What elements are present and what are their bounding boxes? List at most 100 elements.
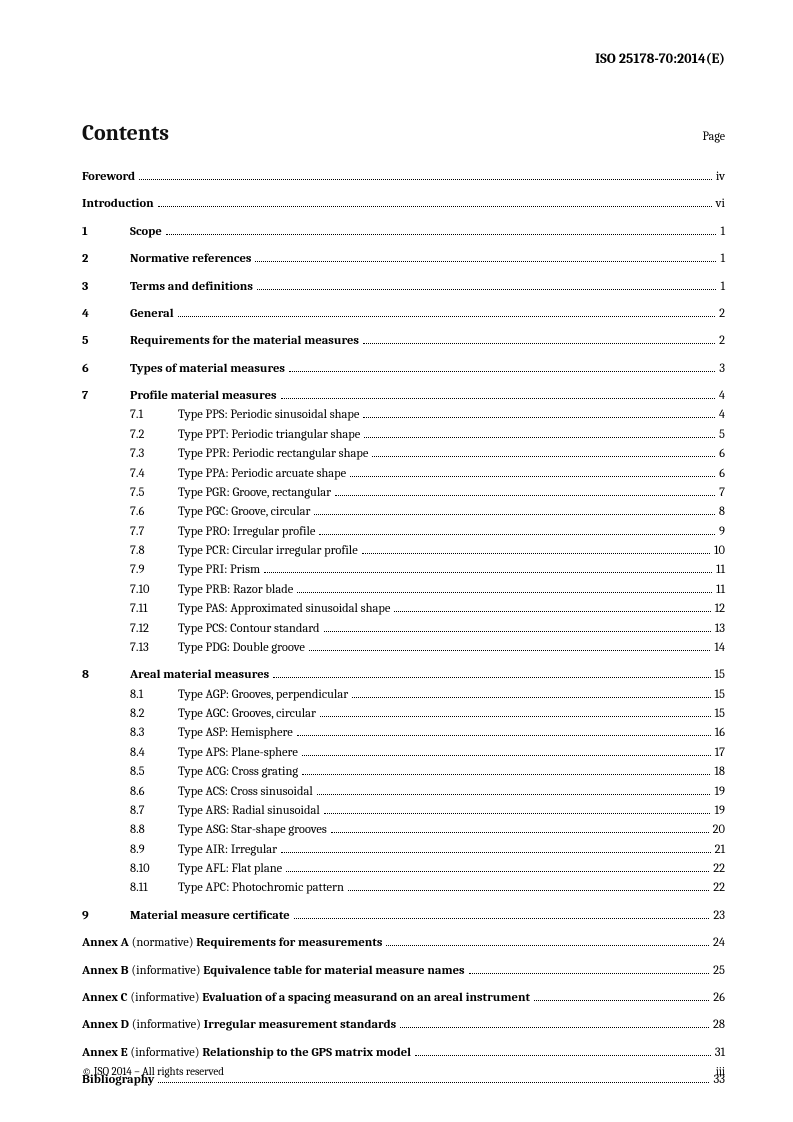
toc-section-number: 9 xyxy=(82,907,130,926)
leader xyxy=(534,1000,709,1001)
toc-subsection-row: 7.6Type PGC: Groove, circular8 xyxy=(82,503,725,522)
toc-page-number: 16 xyxy=(715,724,725,743)
leader xyxy=(386,945,709,946)
toc-section-number: 8 xyxy=(82,666,130,685)
toc-subsection-row: 7.3Type PPR: Periodic rectangular shape6 xyxy=(82,445,725,464)
toc-label: Type PCS: Contour standard xyxy=(178,620,320,639)
toc-subsection-number: 7.7 xyxy=(130,523,178,542)
toc-subsection-number: 7.6 xyxy=(130,503,178,522)
toc-page-number: iv xyxy=(716,168,725,187)
toc-subsection-number: 7.5 xyxy=(130,484,178,503)
toc-subsection-row: 7.5Type PGR: Groove, rectangular7 xyxy=(82,484,725,503)
toc-subsection-number: 7.3 xyxy=(130,445,178,464)
toc-subsection-row: 8.9Type AIR: Irregular21 xyxy=(82,841,725,860)
toc-page-number: 3 xyxy=(719,360,725,379)
toc-section-number: 1 xyxy=(82,223,130,242)
toc-section-number: 5 xyxy=(82,332,130,351)
toc-label: Type PGC: Groove, circular xyxy=(178,503,310,522)
leader xyxy=(294,918,710,919)
toc-page-number: 11 xyxy=(716,581,725,600)
leader xyxy=(158,1082,709,1083)
toc-subsection-row: 8.2Type AGC: Grooves, circular15 xyxy=(82,705,725,724)
document-id: ISO 25178-70:2014(E) xyxy=(595,50,725,67)
toc-page-number: 6 xyxy=(719,465,725,484)
leader xyxy=(335,495,715,496)
toc-label: Type PRO: Irregular profile xyxy=(178,523,315,542)
toc-page-number: vi xyxy=(716,195,725,214)
toc-label: Type PPS: Periodic sinusoidal shape xyxy=(178,406,359,425)
toc-page-number: 15 xyxy=(715,666,725,685)
toc-page-number: 26 xyxy=(713,989,725,1008)
leader xyxy=(352,697,710,698)
toc-page-number: 11 xyxy=(716,561,725,580)
footer-copyright: © ISO 2014 – All rights reserved xyxy=(82,1065,224,1078)
toc-label: Profile material measures xyxy=(130,387,277,406)
toc-subsection-row: 8.6Type ACS: Cross sinusoidal19 xyxy=(82,783,725,802)
toc-label: Areal material measures xyxy=(130,666,269,685)
leader xyxy=(363,417,714,418)
leader xyxy=(297,735,711,736)
toc-section-row: 2Normative references1 xyxy=(82,250,725,269)
toc-subsection-number: 8.4 xyxy=(130,744,178,763)
toc-label: Type PPA: Periodic arcuate shape xyxy=(178,465,346,484)
toc-label: Types of material measures xyxy=(130,360,285,379)
footer-page-number: iii xyxy=(716,1065,725,1078)
toc-subsection-row: 8.7Type ARS: Radial sinusoidal19 xyxy=(82,802,725,821)
toc-label: Type ACS: Cross sinusoidal xyxy=(178,783,313,802)
toc-subsection-number: 8.8 xyxy=(130,821,178,840)
toc-subsection-row: 7.4Type PPA: Periodic arcuate shape 6 xyxy=(82,465,725,484)
toc-page-number: 2 xyxy=(719,332,725,351)
toc-section-number: 3 xyxy=(82,278,130,297)
leader xyxy=(317,794,711,795)
toc-page-number: 13 xyxy=(715,620,725,639)
leader xyxy=(348,890,709,891)
toc-label: Foreword xyxy=(82,168,135,187)
toc-label: Type ARS: Radial sinusoidal xyxy=(178,802,320,821)
contents-title: Contents xyxy=(82,120,169,146)
leader xyxy=(314,514,714,515)
toc-subsection-row: 8.10Type AFL: Flat plane22 xyxy=(82,860,725,879)
toc-section-row: 8Areal material measures 15 xyxy=(82,666,725,685)
leader xyxy=(286,871,709,872)
toc-page-number: 10 xyxy=(714,542,725,561)
toc-label: Annex A (normative) Requirements for mea… xyxy=(82,934,382,953)
toc-page-number: 1 xyxy=(720,223,725,242)
toc-subsection-row: 7.7Type PRO: Irregular profile9 xyxy=(82,523,725,542)
leader xyxy=(158,206,712,207)
footer: © ISO 2014 – All rights reserved iii xyxy=(82,1065,725,1078)
toc-label: Type AGP: Grooves, perpendicular xyxy=(178,686,348,705)
toc-page-number: 4 xyxy=(719,387,725,406)
toc-subsection-number: 7.13 xyxy=(130,639,178,658)
toc-subsection-number: 7.11 xyxy=(130,600,178,619)
toc-page-number: 21 xyxy=(715,841,725,860)
leader xyxy=(364,437,715,438)
toc-page-number: 4 xyxy=(719,406,725,425)
toc-subsection-number: 7.9 xyxy=(130,561,178,580)
toc-subsection-number: 7.4 xyxy=(130,465,178,484)
toc-page-number: 1 xyxy=(720,250,725,269)
toc-page-number: 28 xyxy=(713,1016,725,1035)
toc-section-row: 7Profile material measures4 xyxy=(82,387,725,406)
toc-label: Type PPR: Periodic rectangular shape xyxy=(178,445,368,464)
toc-label: Type ACG: Cross grating xyxy=(178,763,298,782)
toc-label: Type APC: Photochromic pattern xyxy=(178,879,344,898)
toc-front-row: Foreword iv xyxy=(82,168,725,187)
leader xyxy=(469,973,710,974)
toc-label: Type PCR: Circular irregular profile xyxy=(178,542,358,561)
toc-subsection-row: 8.3Type ASP: Hemisphere16 xyxy=(82,724,725,743)
toc-page-number: 23 xyxy=(713,907,725,926)
toc-page-number: 18 xyxy=(714,763,725,782)
leader xyxy=(372,456,715,457)
leader xyxy=(302,755,711,756)
toc-subsection-number: 7.12 xyxy=(130,620,178,639)
toc-front-row: Introductionvi xyxy=(82,195,725,214)
toc-annex-row: Annex A (normative) Requirements for mea… xyxy=(82,934,725,953)
toc-subsection-number: 8.2 xyxy=(130,705,178,724)
toc-annex-row: Annex E (informative) Relationship to th… xyxy=(82,1044,725,1063)
toc-subsection-row: 7.2Type PPT: Periodic triangular shape5 xyxy=(82,426,725,445)
toc-label: Type AIR: Irregular xyxy=(178,841,277,860)
toc-subsection-number: 8.5 xyxy=(130,763,178,782)
leader xyxy=(139,179,712,180)
toc-label: Annex E (informative) Relationship to th… xyxy=(82,1044,411,1063)
toc-section-row: 9Material measure certificate23 xyxy=(82,907,725,926)
